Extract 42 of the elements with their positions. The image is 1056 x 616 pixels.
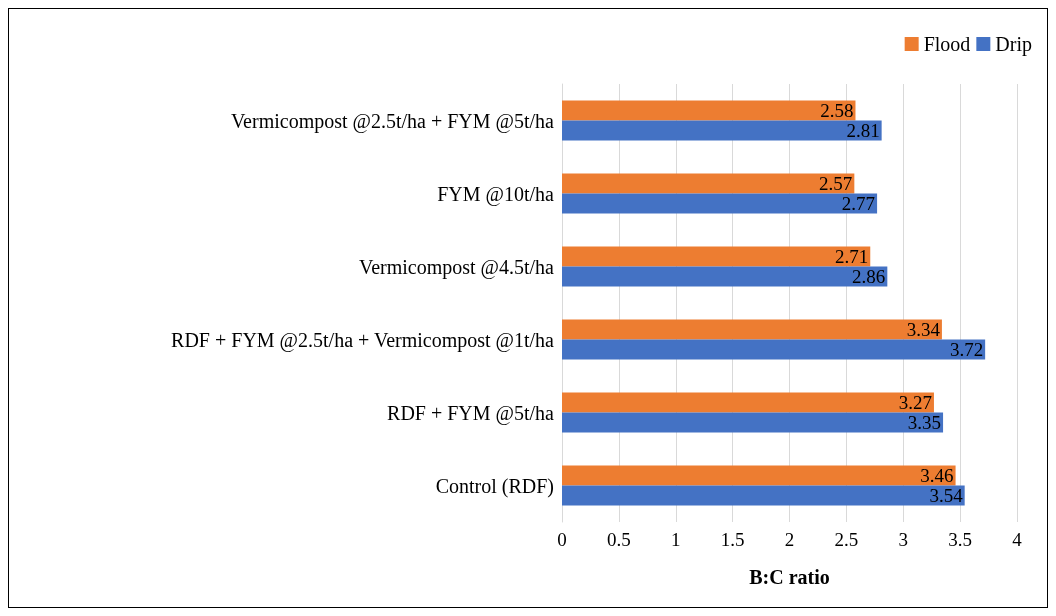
data-label: 3.54 <box>929 485 964 506</box>
bar <box>562 193 878 214</box>
data-label: 3.72 <box>949 339 984 360</box>
legend-label: Flood <box>923 33 971 55</box>
y-tick-label: RDF + FYM @5t/ha <box>387 401 555 425</box>
y-tick-label: RDF + FYM @2.5t/ha + Vermicompost @1t/ha <box>171 328 555 352</box>
bar <box>562 120 882 141</box>
bar <box>562 266 888 287</box>
x-tick-label: 3.5 <box>948 529 972 550</box>
x-axis-title: B:C ratio <box>749 566 830 588</box>
data-label: 3.27 <box>898 392 932 413</box>
data-label: 2.77 <box>841 193 876 214</box>
bar <box>562 339 986 360</box>
bar <box>562 485 965 506</box>
x-tick-label: 3 <box>898 529 908 550</box>
data-label: 2.71 <box>835 246 869 267</box>
data-label: 2.57 <box>819 173 853 194</box>
x-tick-label: 0.5 <box>607 529 631 550</box>
y-tick-label: Control (RDF) <box>435 474 554 498</box>
bar <box>562 412 944 433</box>
bar <box>562 465 956 486</box>
x-tick-label: 2.5 <box>834 529 859 550</box>
x-tick-label: 0 <box>557 529 567 550</box>
data-label: 2.81 <box>846 120 880 141</box>
data-label: 2.58 <box>820 100 854 121</box>
x-tick-label: 4 <box>1012 529 1023 550</box>
data-label: 2.86 <box>852 266 886 287</box>
data-label: 3.34 <box>906 319 941 340</box>
bar <box>562 246 871 267</box>
x-tick-label: 2 <box>784 529 795 550</box>
bar <box>562 392 934 413</box>
x-tick-label: 1.5 <box>720 529 745 550</box>
data-label: 3.35 <box>907 412 942 433</box>
legend-label: Drip <box>995 33 1033 56</box>
y-tick-label: Vermicompost @4.5t/ha <box>358 255 555 279</box>
bar <box>562 319 942 340</box>
y-tick-label: Vermicompost @2.5t/ha + FYM @5t/ha <box>230 109 555 133</box>
bar <box>562 100 856 121</box>
y-tick-label: FYM @10t/ha <box>437 182 555 206</box>
data-label: 3.46 <box>920 465 954 486</box>
x-tick-label: 1 <box>671 529 681 550</box>
bar <box>562 173 855 194</box>
